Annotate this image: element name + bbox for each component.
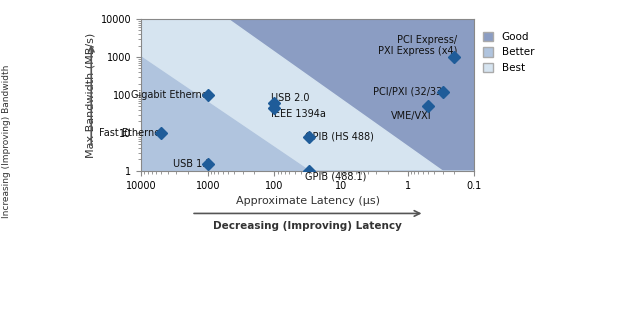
Text: USB 2.0: USB 2.0 bbox=[271, 93, 310, 103]
Text: IEEE 1394a: IEEE 1394a bbox=[271, 109, 326, 119]
Text: USB 1.1: USB 1.1 bbox=[173, 159, 211, 169]
Text: GPIB (488.1): GPIB (488.1) bbox=[304, 172, 366, 182]
Y-axis label: Max Bandwidth (MB/s): Max Bandwidth (MB/s) bbox=[85, 32, 96, 157]
Text: GPIB (HS 488): GPIB (HS 488) bbox=[304, 131, 373, 141]
Text: Gigabit Ethernet: Gigabit Ethernet bbox=[130, 90, 211, 100]
Text: PCI/PXI (32/33): PCI/PXI (32/33) bbox=[373, 87, 446, 97]
Text: Increasing (Improving) Bandwidth: Increasing (Improving) Bandwidth bbox=[2, 64, 11, 218]
Text: Fast Ethernet: Fast Ethernet bbox=[99, 128, 165, 138]
Legend: Good, Better, Best: Good, Better, Best bbox=[483, 32, 534, 73]
X-axis label: Approximate Latency (µs): Approximate Latency (µs) bbox=[235, 196, 380, 206]
Text: Decreasing (Improving) Latency: Decreasing (Improving) Latency bbox=[213, 221, 402, 231]
Text: VME/VXI: VME/VXI bbox=[391, 111, 431, 121]
Text: PCI Express/
PXI Express (x4): PCI Express/ PXI Express (x4) bbox=[379, 35, 458, 56]
